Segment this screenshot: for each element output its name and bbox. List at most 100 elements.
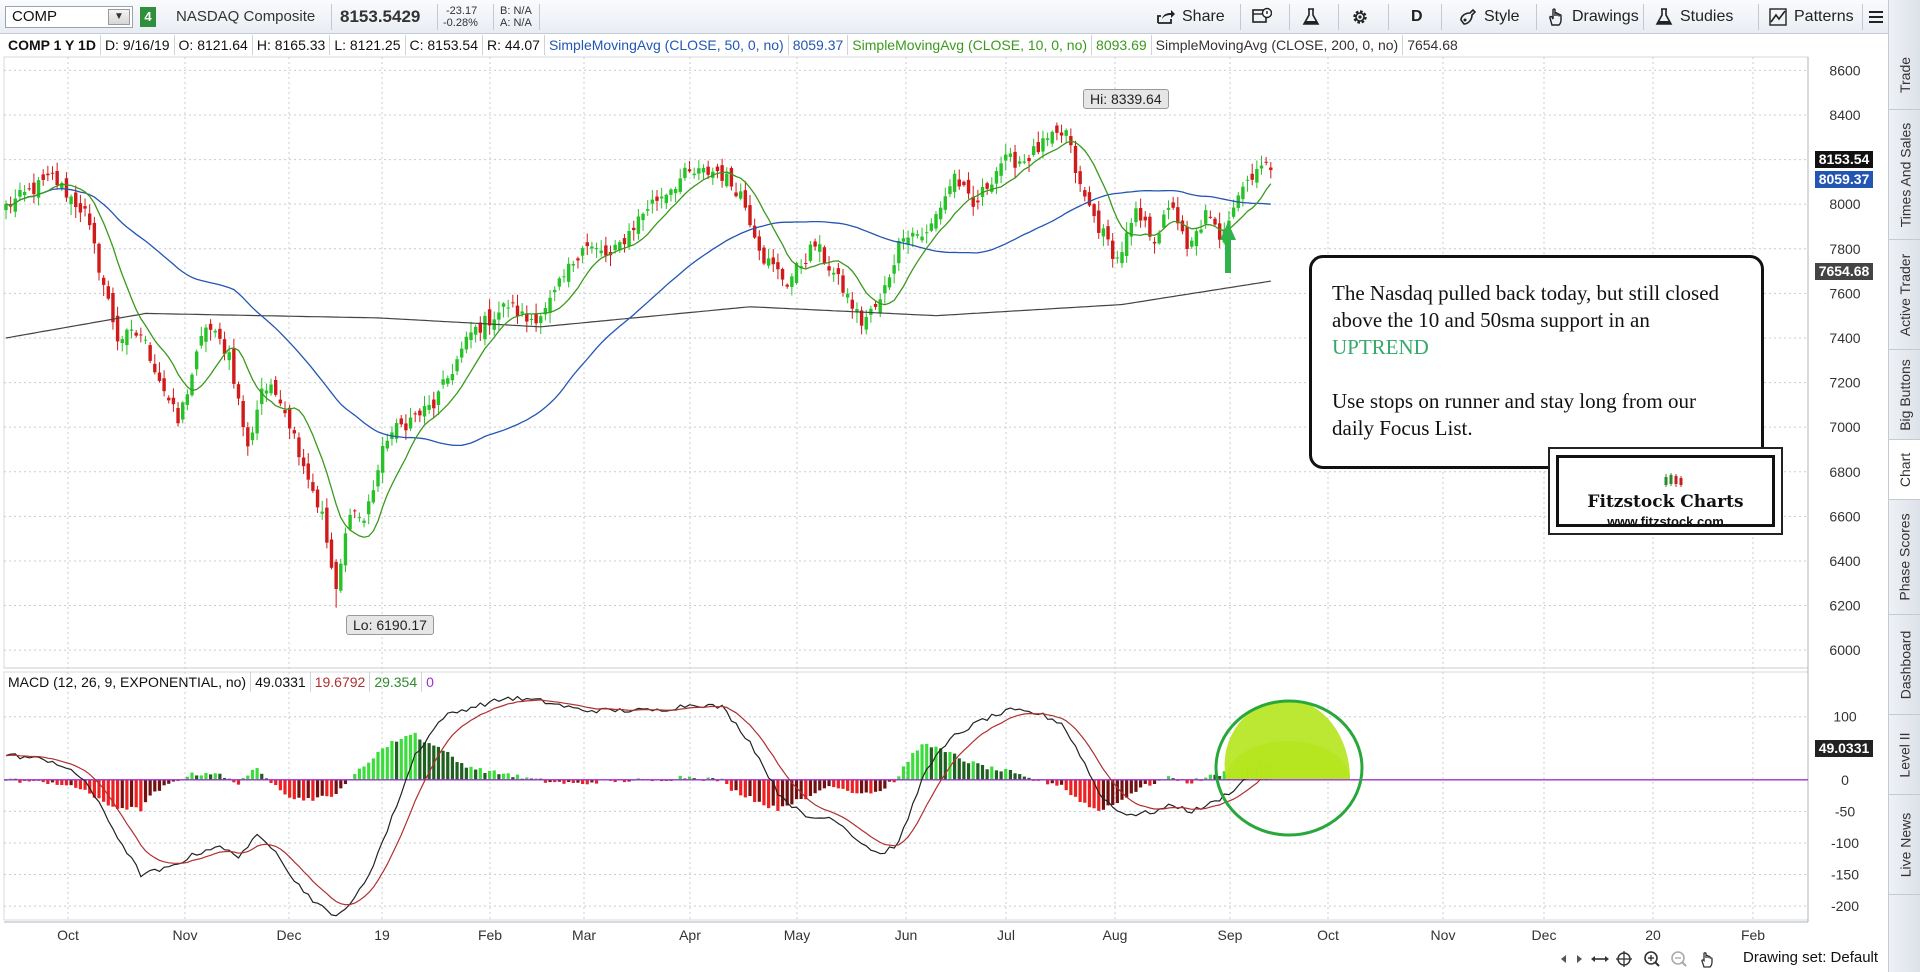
candle [1148,213,1152,241]
logo-url: www.fitzstock.com [1607,514,1724,529]
flexible-grid-button[interactable] [1252,4,1272,30]
candle-body [399,418,403,425]
candle-body [101,277,106,285]
candle-body [404,423,408,431]
sidebar-tab-big-buttons[interactable]: Big Buttons [1889,350,1920,440]
patterns-button[interactable]: Patterns [1768,4,1854,30]
candle [897,237,901,271]
candle [943,187,947,214]
histogram-bar [55,779,59,785]
candle-body [850,299,854,309]
candle [88,204,92,230]
candle [1092,202,1096,223]
price-tick-label: 6200 [1829,598,1860,614]
candle [729,166,734,191]
candle-body [827,266,831,271]
histogram-bar [1064,779,1068,791]
candle-body [887,277,892,288]
experiment-button[interactable] [1301,4,1321,30]
histogram-bar [692,778,696,780]
sma10-label[interactable]: SimpleMovingAvg (CLOSE, 10, 0, no) [848,35,1093,55]
candle [408,408,413,432]
candle-body [571,264,575,266]
candle-body [697,168,701,174]
candle-body [27,188,31,190]
candle [771,249,775,273]
histogram-bar [878,779,882,792]
sidebar-tab-chart[interactable]: Chart [1889,440,1920,500]
sidebar-tab-trade[interactable]: Trade [1889,40,1920,110]
candle-body [743,190,748,208]
sidebar-tab-level-ii[interactable]: Level II [1889,715,1920,795]
histogram-bar [246,775,250,780]
candle-body [790,276,794,287]
histogram-bar [1078,779,1082,802]
histogram-bar [474,769,478,780]
macd-label[interactable]: MACD (12, 26, 9, EXPONENTIAL, no) [4,672,252,692]
histogram-bar [343,779,348,785]
symbol-input[interactable]: COMP ▼ [5,6,133,28]
timeframe-button[interactable]: D [1411,4,1423,30]
macd-axis: 100 0 -50 -100 -150 -200 [1831,709,1859,914]
candle-body [845,293,850,298]
sidebar-tab-times-and-sales[interactable]: Times And Sales [1889,110,1920,240]
sma50-label[interactable]: SimpleMovingAvg (CLOSE, 50, 0, no) [545,35,789,55]
candle-body [362,520,366,523]
candle-body [748,205,752,226]
chart-title: COMP 1 Y 1D [4,35,101,55]
candle [36,177,41,206]
drawing-set-selector[interactable]: Drawing set: Default [1743,949,1879,966]
sidebar-tab-label: Dashboard [1897,630,1913,699]
right-sidebar: Trade Times And Sales Active Trader Big But… [1888,0,1920,972]
chart-settings-button[interactable] [1350,4,1370,30]
drawings-button[interactable]: Drawings [1546,4,1639,30]
sma200-label[interactable]: SimpleMovingAvg (CLOSE, 200, 0, no) [1152,35,1404,55]
candle-body [441,379,445,385]
candle [855,302,859,323]
candle [725,167,729,188]
candle [125,328,129,355]
chart-navigation-controls[interactable] [1558,950,1738,968]
sidebar-tab-live-news[interactable]: Live News [1889,795,1920,895]
note-text-2: Use stops on runner and stay long from o… [1332,389,1696,440]
link-group-badge[interactable]: 4 [140,7,156,27]
candle-body [604,245,608,256]
share-button[interactable]: Share [1156,4,1225,30]
candle [446,375,450,387]
sidebar-tab-phase-scores[interactable]: Phase Scores [1889,500,1920,615]
candle-body [469,332,473,341]
candle [808,240,813,263]
sidebar-tab-dashboard[interactable]: Dashboard [1889,615,1920,715]
candle-body [729,168,734,187]
candle [301,448,306,474]
candle [1255,160,1259,189]
candle [148,342,152,364]
chart-menu-button[interactable] [1866,4,1886,30]
histogram-bar [985,769,989,780]
candle [511,294,515,308]
symbol-dropdown-icon[interactable]: ▼ [108,9,130,25]
histogram-bar [1046,779,1050,785]
candle [557,276,562,291]
histogram-bar [1083,779,1087,803]
histogram-bar [27,779,31,782]
sidebar-tab-active-trader[interactable]: Active Trader [1889,240,1920,350]
candle-body [1111,240,1115,259]
studies-button[interactable]: Studies [1654,4,1733,30]
candle-body [1245,179,1250,181]
style-button[interactable]: Style [1458,4,1520,30]
candle-body [1129,222,1133,237]
candle [380,436,385,484]
share-label: Share [1182,8,1225,25]
price-tick-label: 8000 [1829,196,1860,212]
candle [1111,233,1115,268]
x-tick-label: Apr [679,927,701,943]
candle-body [446,378,450,384]
candle-body [701,167,706,173]
histogram-bar [567,779,571,782]
histogram-bar [543,779,547,783]
candle-body [636,216,641,234]
candle [181,401,185,424]
candle [706,160,710,180]
histogram-bar [260,773,264,780]
